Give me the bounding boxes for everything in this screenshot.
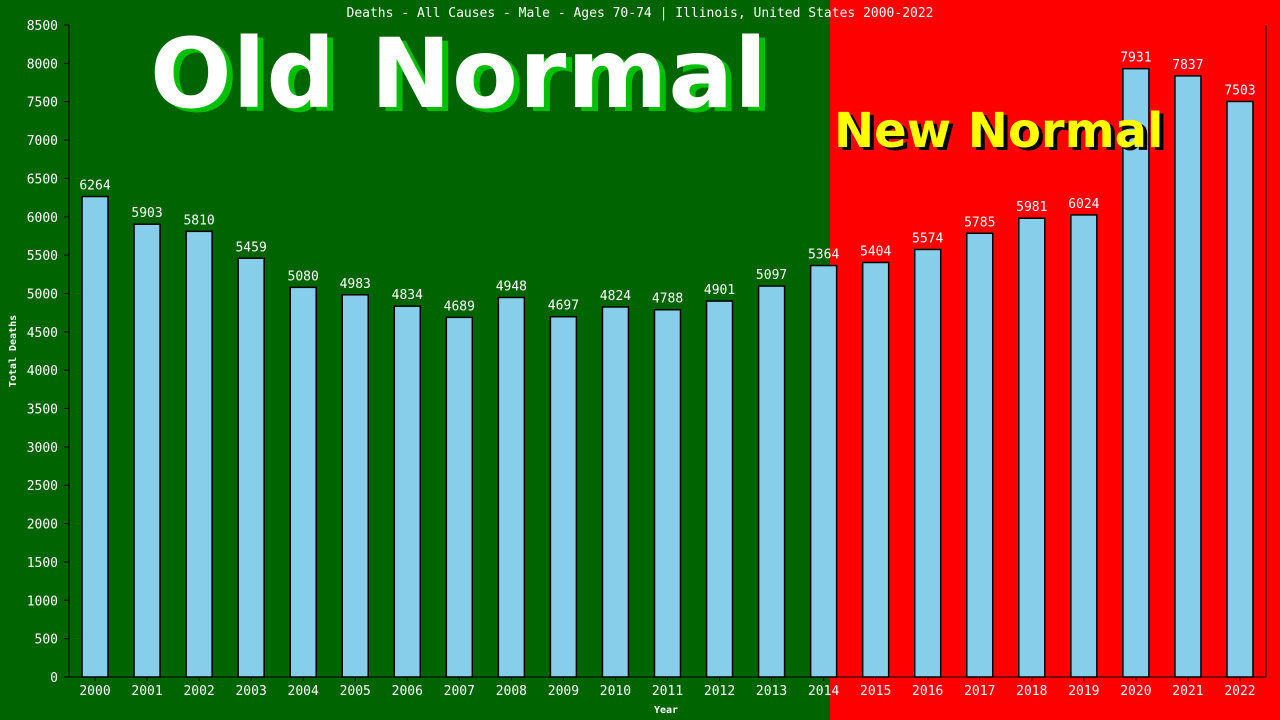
bar-2005 bbox=[341, 294, 369, 678]
bar-2002 bbox=[185, 230, 213, 678]
bar-2004 bbox=[289, 286, 317, 678]
bar-2008 bbox=[497, 296, 526, 678]
bar-2020 bbox=[1122, 67, 1150, 678]
bar-2013 bbox=[757, 285, 786, 678]
old-normal-label: Old Normal bbox=[150, 18, 769, 130]
new-normal-label: New Normal bbox=[834, 103, 1164, 159]
bar-2016 bbox=[913, 248, 942, 678]
bar-2014 bbox=[809, 264, 838, 678]
bar-2017 bbox=[966, 232, 994, 678]
bar-2011 bbox=[653, 308, 682, 678]
bar-2007 bbox=[445, 316, 474, 678]
bar-2001 bbox=[133, 223, 161, 678]
bar-2009 bbox=[549, 315, 578, 678]
bar-2000 bbox=[81, 195, 109, 678]
new-normal-background bbox=[830, 0, 1280, 720]
bar-2022 bbox=[1226, 100, 1254, 678]
bar-2021 bbox=[1174, 75, 1202, 678]
bar-2010 bbox=[601, 306, 630, 678]
bar-2015 bbox=[861, 261, 890, 678]
bar-2018 bbox=[1018, 217, 1046, 678]
bar-2003 bbox=[237, 257, 265, 678]
bar-2019 bbox=[1070, 214, 1098, 678]
bar-2012 bbox=[705, 300, 734, 678]
bar-2006 bbox=[393, 305, 422, 678]
